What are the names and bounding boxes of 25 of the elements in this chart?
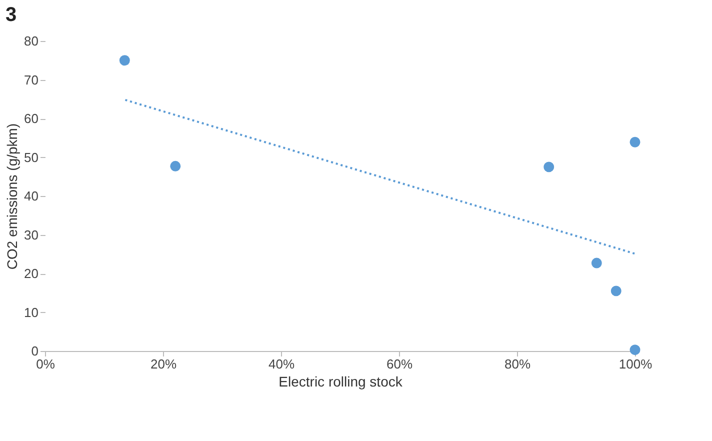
y-tick-label: 10 [24,304,38,320]
y-tick-label: 20 [24,266,38,281]
x-tick-label: 20% [150,356,177,372]
y-tick-label: 70 [24,72,38,88]
y-tick-label: 40 [24,188,38,204]
chart-title: 3 [6,4,17,26]
x-tick-label: 100% [618,356,653,372]
point [170,160,181,172]
y-tick-label: 80 [24,34,38,48]
y-tick-label: 0 [31,344,38,358]
y-tick-label: 30 [24,227,38,242]
y-tick-label: 60 [24,111,38,126]
point [610,286,622,296]
y-axis-title: CO2 emissions (g/pkm) [4,123,20,270]
point [119,55,130,66]
x-axis-title: Electric rolling stock [278,374,404,390]
y-tick-label: 50 [24,150,38,165]
point [544,162,554,172]
x-tick-label: 80% [504,356,531,372]
x-tick-label: 0% [36,356,56,372]
x-tick-label: 40% [268,356,295,372]
point [591,258,602,268]
x-tick-label: 60% [386,356,413,372]
point [630,136,640,148]
point [630,344,640,356]
